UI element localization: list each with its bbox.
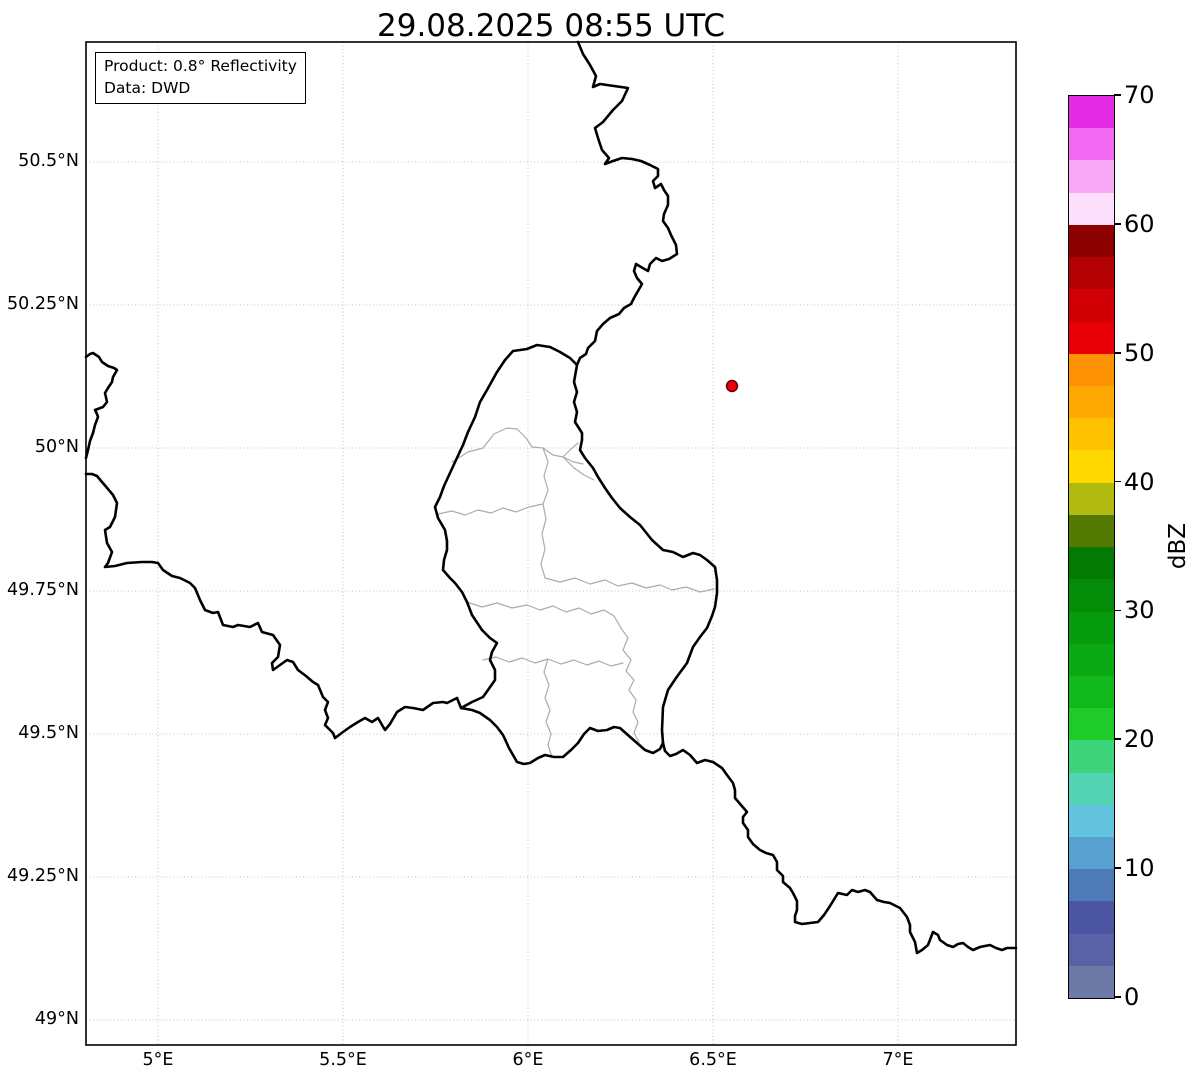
colorbar-cell	[1069, 965, 1114, 999]
colorbar-cell	[1069, 933, 1114, 966]
x-tick-label: 5°E	[142, 1050, 174, 1070]
colorbar-cell	[1069, 611, 1114, 644]
canton-border-line	[540, 447, 549, 579]
figure-title: 29.08.2025 08:55 UTC	[377, 8, 725, 44]
colorbar-tick-mark	[1114, 223, 1121, 225]
x-tick-label: 6.5°E	[689, 1050, 737, 1070]
product-info-line2: Data: DWD	[104, 79, 191, 97]
colorbar-cell	[1069, 385, 1114, 419]
national-border-line	[575, 40, 679, 367]
graticule	[86, 42, 1016, 1045]
colorbar-cell	[1069, 708, 1114, 741]
colorbar-cell	[1069, 547, 1114, 580]
colorbar-tick-mark	[1114, 480, 1121, 483]
colorbar-tick-label: 0	[1124, 983, 1140, 1011]
colorbar-cell	[1069, 160, 1114, 193]
national-border-line	[84, 472, 463, 740]
national-border-line	[84, 351, 119, 460]
colorbar-cell	[1069, 675, 1114, 709]
colorbar-tick-mark	[1114, 996, 1121, 998]
canton-border-line	[543, 658, 553, 758]
product-info-box: Product: 0.8° Reflectivity Data: DWD	[95, 52, 306, 104]
colorbar-tick-label: 10	[1124, 854, 1155, 883]
colorbar-cell	[1069, 482, 1114, 515]
colorbar-cell	[1069, 837, 1114, 870]
y-tick-label: 49.25°N	[7, 866, 79, 886]
colorbar-cell	[1069, 96, 1114, 129]
canton-border-line	[613, 615, 640, 743]
colorbar-cell	[1069, 224, 1114, 258]
y-tick-label: 50.5°N	[18, 151, 79, 171]
national-border-line	[433, 343, 719, 766]
canton-border-line	[482, 656, 624, 667]
radar-location-dot	[725, 379, 739, 393]
colorbar-cell	[1069, 514, 1114, 548]
national-border-line	[661, 741, 1018, 955]
x-tick-label: 6°E	[512, 1050, 544, 1070]
canton-border-line	[562, 456, 595, 481]
colorbar-axis-label: dBZ	[1165, 522, 1191, 570]
colorbar-tick-mark	[1114, 609, 1121, 612]
canton-border-line	[451, 427, 584, 465]
colorbar	[1068, 95, 1115, 999]
y-tick-label: 50°N	[34, 437, 79, 457]
national-borders	[84, 40, 1018, 955]
colorbar-tick-mark	[1114, 738, 1121, 741]
plot-frame	[85, 41, 1017, 1046]
colorbar-cell	[1069, 450, 1114, 483]
colorbar-cell	[1069, 289, 1114, 322]
colorbar-cell	[1069, 740, 1114, 773]
colorbar-tick-mark	[1114, 94, 1121, 96]
colorbar-cell	[1069, 869, 1114, 902]
x-tick-label: 7°E	[882, 1050, 914, 1070]
colorbar-cell	[1069, 192, 1114, 225]
colorbar-cell	[1069, 643, 1114, 676]
colorbar-cell	[1069, 128, 1114, 161]
colorbar-tick-label: 60	[1124, 209, 1155, 238]
canton-borders	[437, 427, 715, 758]
colorbar-tick-label: 40	[1124, 467, 1155, 496]
canton-border-line	[544, 577, 715, 593]
colorbar-tick-mark	[1114, 867, 1121, 869]
colorbar-tick-label: 30	[1124, 596, 1155, 625]
y-tick-label: 50.25°N	[7, 294, 79, 314]
colorbar-cell	[1069, 901, 1114, 934]
colorbar-cell	[1069, 353, 1114, 386]
x-tick-label: 5.5°E	[319, 1050, 367, 1070]
product-info-line1: Product: 0.8° Reflectivity	[104, 57, 297, 75]
colorbar-tick-mark	[1114, 351, 1121, 354]
canton-border-line	[466, 601, 615, 617]
colorbar-cell	[1069, 772, 1114, 805]
colorbar-cell	[1069, 579, 1114, 612]
colorbar-tick-label: 20	[1124, 725, 1155, 754]
colorbar-cell	[1069, 257, 1114, 290]
y-tick-label: 49.5°N	[18, 723, 79, 743]
colorbar-cell	[1069, 804, 1114, 838]
colorbar-cell	[1069, 321, 1114, 354]
colorbar-tick-label: 50	[1124, 338, 1155, 367]
canton-border-line	[562, 442, 579, 458]
canton-border-line	[437, 503, 544, 516]
y-tick-label: 49°N	[34, 1009, 79, 1029]
colorbar-tick-label: 70	[1124, 81, 1155, 109]
colorbar-cell	[1069, 418, 1114, 451]
y-tick-label: 49.75°N	[7, 580, 79, 600]
